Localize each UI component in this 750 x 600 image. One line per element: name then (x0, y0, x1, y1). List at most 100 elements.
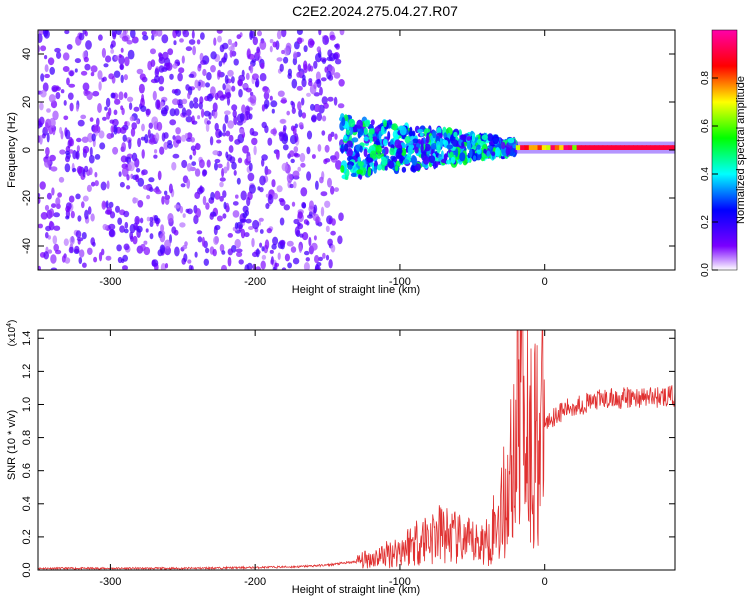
heatmap-cell (234, 222, 239, 230)
carrier-line-segment (641, 145, 647, 150)
heatmap-cell (487, 133, 494, 142)
heatmap-cell (84, 31, 88, 37)
snr-xtick-label: -100 (389, 576, 411, 588)
heatmap-cell (161, 195, 165, 205)
heatmap-cell (349, 126, 354, 136)
heatmap-cell (195, 142, 199, 150)
heatmap-cell (265, 193, 270, 198)
heatmap-cell (70, 210, 75, 219)
heatmap-cell (69, 102, 74, 112)
heatmap-cell (150, 59, 156, 67)
heatmap-cell (251, 137, 258, 146)
heatmap-cell (404, 136, 411, 144)
heatmap-cell (378, 130, 382, 139)
heatmap-cell (301, 202, 307, 209)
heatmap-cell (238, 88, 243, 98)
heatmap-cell (311, 114, 317, 123)
heatmap-cell (234, 238, 241, 249)
heatmap-cell (217, 69, 222, 78)
heatmap-cell (236, 177, 241, 185)
heatmap-cell (212, 102, 218, 112)
heatmap-cell (263, 91, 270, 100)
carrier-line-segment (593, 145, 599, 150)
heatmap-cell (214, 190, 221, 200)
heatmap-cell (216, 139, 222, 144)
heatmap-cell (237, 157, 243, 164)
heatmap-xtick-label: 0 (542, 276, 548, 288)
heatmap-cell (264, 169, 272, 175)
heatmap-cell (119, 126, 127, 134)
heatmap-cell (233, 170, 237, 176)
heatmap-cell (414, 146, 419, 154)
carrier-line-segment (624, 145, 630, 150)
heatmap-cell (130, 235, 134, 242)
heatmap-cell (90, 213, 95, 222)
heatmap-cell (299, 233, 304, 238)
heatmap-cell (68, 83, 76, 88)
heatmap-cell (337, 235, 343, 245)
heatmap-cell (154, 75, 160, 83)
colorbar-label: Normalized spectral amplitude (735, 76, 747, 224)
heatmap-cell (57, 192, 62, 198)
heatmap-cell (149, 216, 154, 222)
heatmap-cell (214, 158, 221, 164)
heatmap-cell (105, 209, 112, 215)
heatmap-cell (64, 257, 71, 264)
heatmap-cell (224, 83, 232, 94)
heatmap-cell (216, 30, 223, 34)
heatmap-cell (334, 187, 339, 193)
heatmap-cell (90, 65, 98, 73)
heatmap-cell (233, 115, 238, 126)
heatmap-cell (315, 180, 319, 190)
heatmap-cell (240, 190, 247, 201)
heatmap-cell (316, 46, 322, 53)
heatmap-cell (219, 244, 225, 252)
heatmap-cell (225, 151, 229, 159)
heatmap-cell (269, 95, 273, 101)
heatmap-cell (461, 141, 465, 147)
heatmap-cell (222, 132, 226, 137)
heatmap-cell (249, 94, 257, 104)
heatmap-cell (291, 78, 298, 89)
colorbar: 0.0 0.2 0.4 0.6 0.8 Normalized spectral ampl… (700, 29, 747, 277)
heatmap-cell (334, 58, 342, 65)
heatmap-cell (222, 123, 227, 133)
heatmap-cell (141, 149, 145, 159)
heatmap-cell (124, 56, 130, 67)
heatmap-cell (145, 228, 149, 233)
heatmap-cell (310, 103, 315, 111)
heatmap-cell (63, 100, 67, 106)
heatmap-cell (187, 259, 192, 264)
heatmap-cell (105, 255, 112, 261)
carrier-line-segment (659, 145, 665, 150)
heatmap-cell (491, 151, 496, 156)
heatmap-cell (227, 38, 232, 46)
heatmap-cell (324, 66, 329, 73)
heatmap-cell (126, 174, 130, 181)
heatmap-cell (481, 134, 488, 141)
heatmap-cell (212, 248, 217, 257)
heatmap-cell (123, 92, 128, 99)
heatmap-cell (327, 238, 333, 246)
heatmap-cell (260, 62, 265, 70)
carrier-line-segment (637, 145, 643, 150)
heatmap-cell (219, 44, 225, 53)
heatmap-cell (136, 68, 144, 75)
heatmap-cell (213, 225, 218, 236)
heatmap-cell (43, 30, 50, 39)
heatmap-cell (82, 82, 90, 91)
heatmap-cell (173, 229, 179, 236)
heatmap-cell (75, 230, 82, 239)
heatmap-cell (293, 218, 300, 225)
heatmap-cell (84, 209, 89, 220)
heatmap-cell (303, 219, 309, 225)
heatmap-cell (258, 217, 264, 222)
heatmap-cell (135, 174, 140, 183)
heatmap-cell (283, 204, 290, 211)
heatmap-cell (221, 57, 227, 63)
heatmap-cell (338, 212, 344, 221)
heatmap-cell (430, 135, 434, 142)
heatmap-cell (181, 98, 188, 105)
heatmap-cell (44, 64, 49, 73)
